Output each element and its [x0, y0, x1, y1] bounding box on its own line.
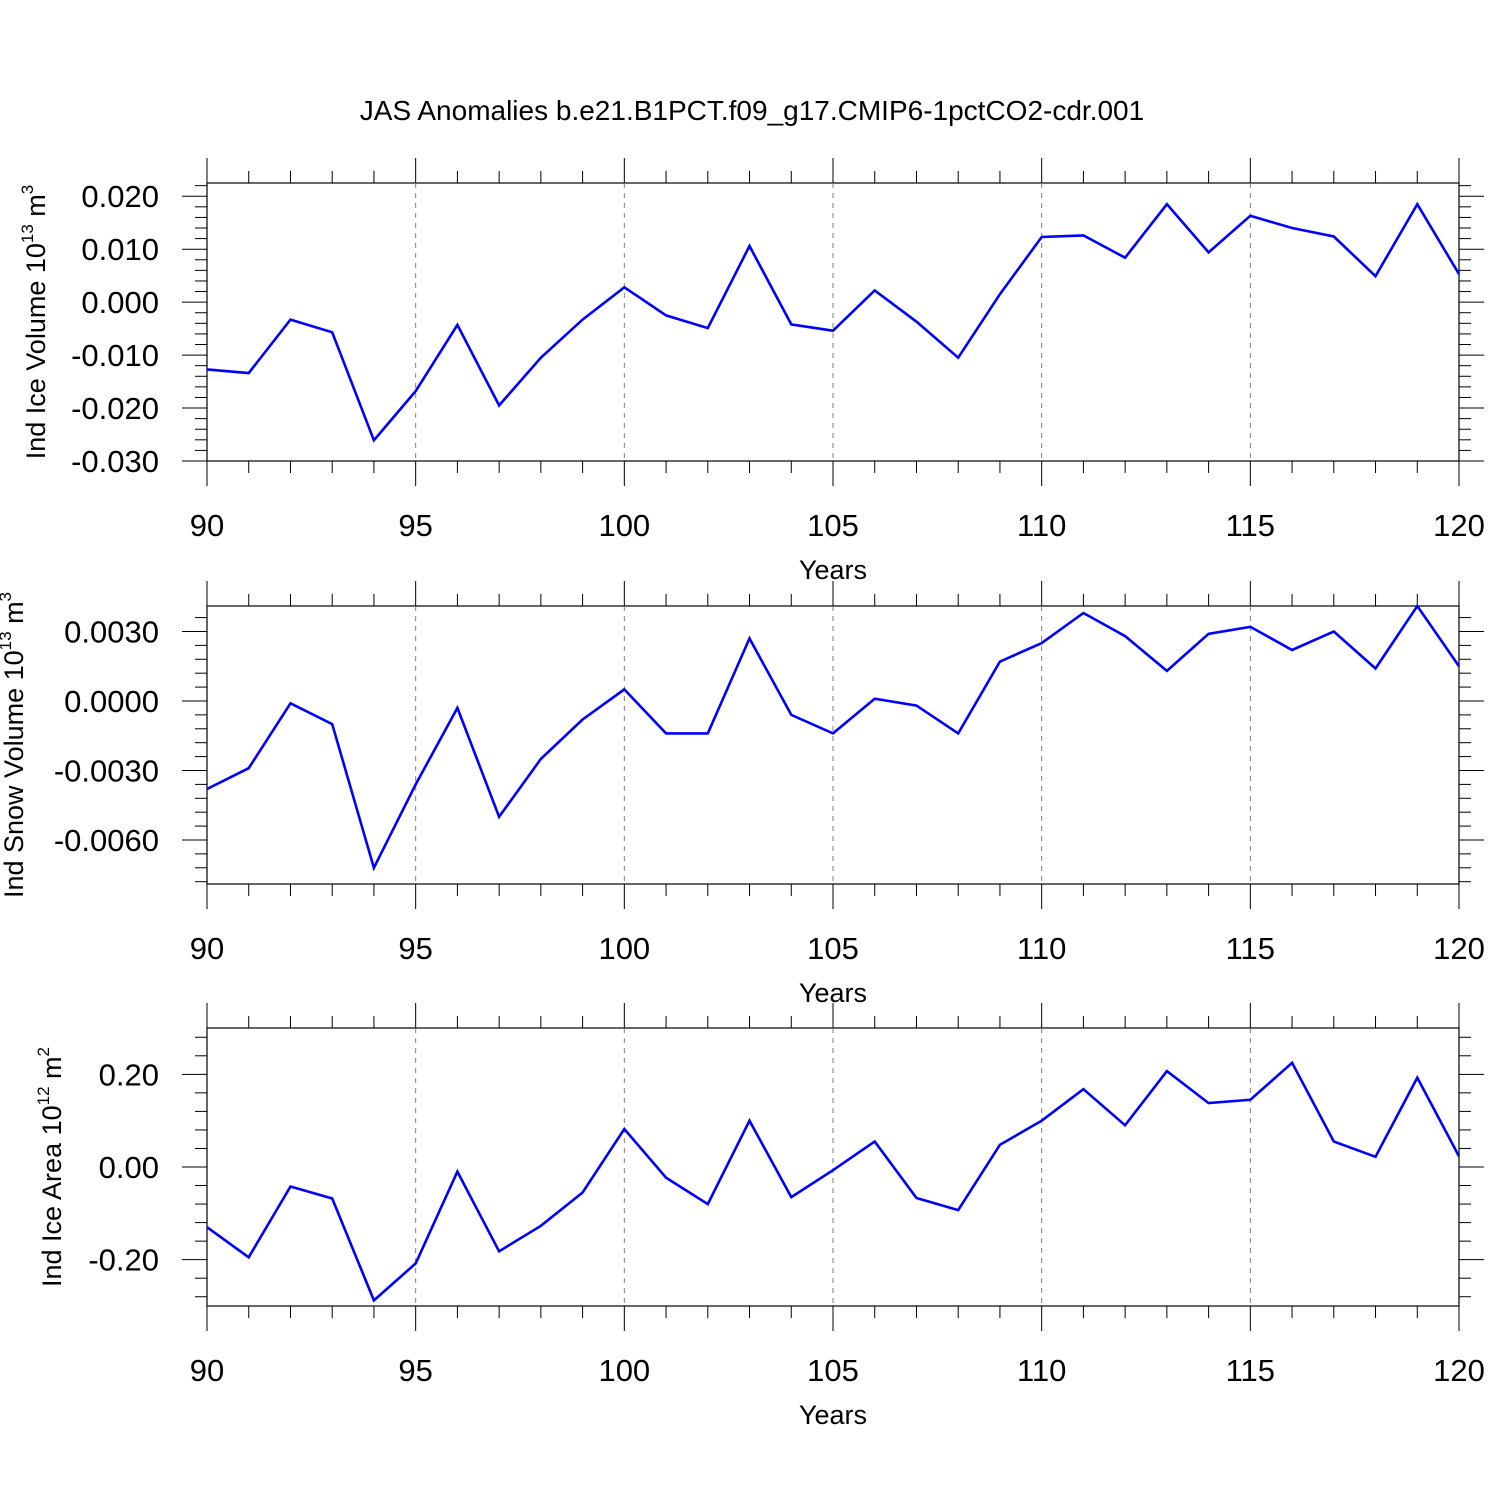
panels: 90 95 100 105 110 115 120 -0.030 -0.020 -0.010 0.0…: [0, 158, 1485, 1430]
x-tick-label: 95: [398, 508, 432, 543]
series-line-1: [206, 201, 1461, 443]
x-axis-label: Years: [799, 555, 867, 585]
y-axis-label-ylabel-unit: m: [0, 601, 29, 631]
figure-title: JAS Anomalies b.e21.B1PCT.f09_g17.CMIP6-…: [360, 95, 1144, 126]
y-axis-label-ylabel-unit: m: [21, 194, 51, 224]
x-tick-label: 100: [598, 931, 650, 966]
x-tick-label: 105: [807, 1353, 859, 1388]
x-tick-label: 100: [598, 1353, 650, 1388]
x-tick-label: 115: [1226, 1353, 1275, 1388]
y-axis-label-ylabel-exp: 13: [18, 224, 37, 243]
x-tick-label: 115: [1226, 931, 1275, 966]
x-tick-label: 105: [807, 931, 859, 966]
y-tick-label: 0.0030: [64, 614, 159, 649]
y-axis-label-ylabel: Ind Snow Volume 10: [0, 650, 29, 898]
y-tick-label: 0.020: [81, 179, 159, 214]
x-axis-label: Years: [799, 1400, 867, 1430]
series-line-1: [206, 603, 1461, 872]
y-axis-label-ylabel-unit-exp: 3: [18, 185, 37, 194]
y-tick-label: -0.0060: [54, 823, 159, 858]
x-tick-label: 120: [1433, 508, 1485, 543]
y-tick-label: -0.030: [71, 444, 159, 479]
y-tick-label: -0.010: [71, 338, 159, 373]
y-axis-label-ylabel: Ind Ice Volume 10: [21, 243, 51, 459]
x-tick-label: 100: [598, 508, 650, 543]
y-axis-label: Ind Ice Area 1012 m2: [34, 1047, 67, 1287]
y-axis-label-ylabel-unit-exp: 3: [0, 592, 15, 601]
series-line-1: [206, 1060, 1461, 1303]
y-tick-label: 0.00: [99, 1150, 159, 1185]
y-tick-label: 0.000: [81, 285, 159, 320]
x-tick-label: 95: [398, 931, 432, 966]
y-axis-label-ylabel-exp: 12: [34, 1086, 53, 1105]
y-axis-label-ylabel-exp: 13: [0, 631, 15, 650]
y-axis-label-ylabel-unit: m: [37, 1056, 67, 1086]
y-tick-label: -0.20: [88, 1243, 159, 1278]
y-tick-label: 0.0000: [64, 684, 159, 719]
y-tick-label: -0.020: [71, 391, 159, 426]
chart-panel-1: 90 95 100 105 110 115 120 -0.030 -0.020 -0.010 0.0…: [18, 158, 1485, 585]
x-tick-label: 110: [1017, 931, 1066, 966]
y-axis-label: Ind Ice Volume 1013 m3: [18, 185, 51, 460]
x-tick-label: 105: [807, 508, 859, 543]
x-tick-label: 115: [1226, 508, 1275, 543]
y-tick-label: 0.010: [81, 232, 159, 267]
y-tick-label: -0.0030: [54, 753, 159, 788]
x-tick-label: 95: [398, 1353, 432, 1388]
x-tick-label: 120: [1433, 931, 1485, 966]
chart-panel-2: 90 95 100 105 110 115 120 -0.0060 -0.0030 0.0000 0…: [0, 581, 1485, 1008]
y-axis-label-ylabel: Ind Ice Area 10: [37, 1105, 67, 1287]
y-tick-label: 0.20: [99, 1057, 159, 1092]
x-tick-label: 120: [1433, 1353, 1485, 1388]
x-tick-label: 110: [1017, 508, 1066, 543]
x-tick-label: 90: [190, 508, 224, 543]
chart-panel-3: 90 95 100 105 110 115 120 -0.20 0.00 0.20 Years Ind…: [34, 1003, 1485, 1430]
x-tick-label: 90: [190, 931, 224, 966]
y-axis-label: Ind Snow Volume 1013 m3: [0, 592, 29, 898]
x-tick-label: 90: [190, 1353, 224, 1388]
y-axis-label-ylabel-unit-exp: 2: [34, 1047, 53, 1056]
x-tick-label: 110: [1017, 1353, 1066, 1388]
